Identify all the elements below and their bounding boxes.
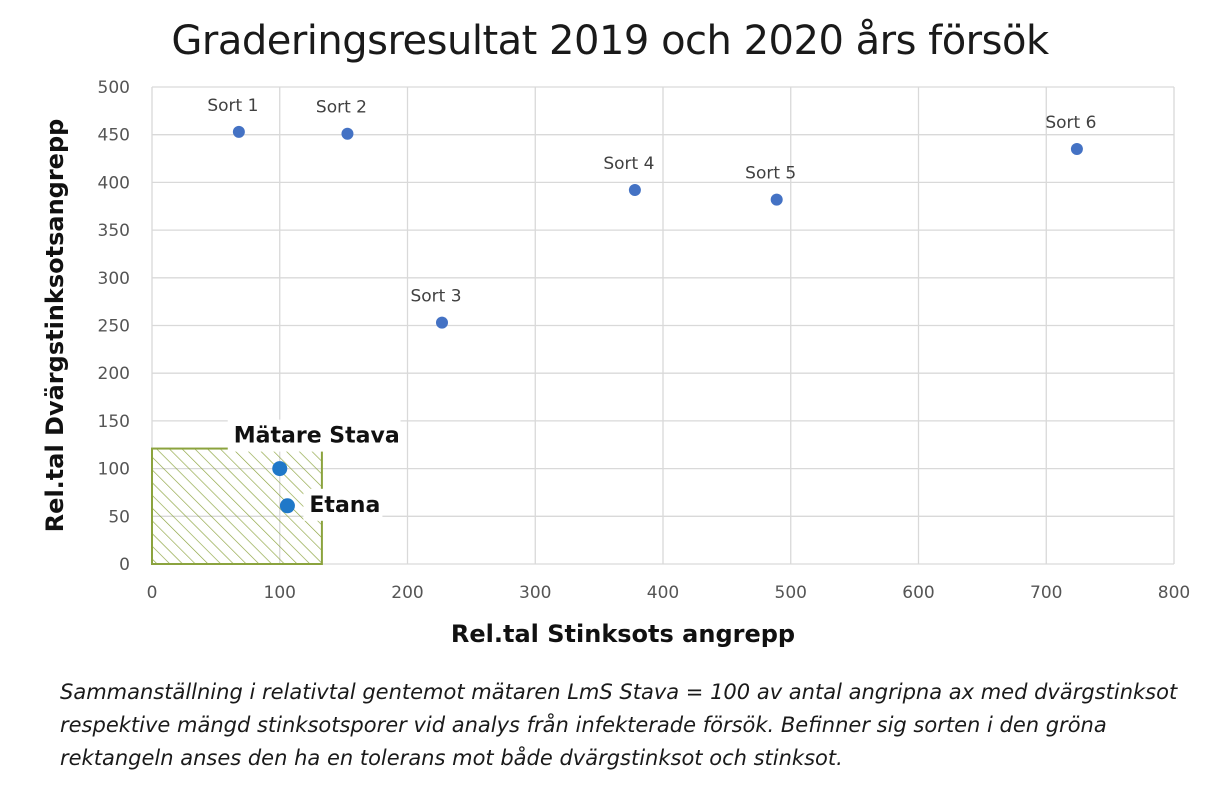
scatter-plot: 0 100 200 300 400 500 600 700 800 0 50 100 150 200 250… bbox=[41, 78, 1191, 648]
data-point bbox=[232, 125, 245, 138]
point-label: Sort 4 bbox=[603, 154, 654, 174]
point-label: Etana bbox=[309, 493, 380, 518]
x-tick-label: 300 bbox=[519, 583, 551, 603]
label-backdrop bbox=[303, 488, 383, 521]
data-points: Sort 1 Sort 2 Sort 3 Sort 4 Sort 5 Sort 6 Mäta… bbox=[207, 96, 1096, 521]
data-point bbox=[279, 498, 295, 514]
data-point bbox=[435, 316, 448, 329]
y-tick-label: 100 bbox=[98, 460, 130, 480]
y-tick-label: 150 bbox=[98, 412, 130, 432]
point-label: Sort 1 bbox=[207, 96, 258, 116]
y-tick-label: 450 bbox=[98, 126, 130, 146]
data-point bbox=[628, 184, 641, 197]
y-tick-label: 50 bbox=[108, 507, 130, 527]
x-tick-label: 100 bbox=[264, 583, 296, 603]
y-tick-label: 350 bbox=[98, 221, 130, 241]
y-tick-label: 250 bbox=[98, 317, 130, 337]
label-backdrop bbox=[227, 419, 401, 452]
grid-lines bbox=[151, 86, 1175, 565]
point-label: Sort 2 bbox=[316, 98, 367, 118]
tolerance-region bbox=[151, 447, 323, 566]
x-tick-label: 500 bbox=[775, 583, 807, 603]
data-point bbox=[272, 461, 288, 477]
x-tick-label: 400 bbox=[647, 583, 679, 603]
axis-ticks: 0 100 200 300 400 500 600 700 800 0 50 100 150 200 250… bbox=[98, 78, 1191, 603]
data-point bbox=[770, 193, 783, 206]
y-tick-label: 500 bbox=[98, 78, 130, 98]
x-axis-title: Rel.tal Stinksots angrepp bbox=[451, 620, 795, 648]
x-tick-label: 800 bbox=[1158, 583, 1190, 603]
x-tick-label: 700 bbox=[1030, 583, 1062, 603]
y-tick-label: 0 bbox=[119, 555, 130, 575]
x-tick-label: 600 bbox=[902, 583, 934, 603]
y-tick-label: 200 bbox=[98, 364, 130, 384]
point-label: Sort 3 bbox=[410, 287, 461, 307]
y-tick-label: 400 bbox=[98, 173, 130, 193]
data-point bbox=[341, 127, 354, 140]
figure-caption: Sammanställning i relativtal gentemot mä… bbox=[60, 680, 1178, 770]
chart-title: Graderingsresultat 2019 och 2020 års för… bbox=[171, 18, 1049, 64]
point-label: Mätare Stava bbox=[234, 424, 400, 449]
point-label: Sort 5 bbox=[745, 164, 796, 184]
data-point bbox=[1070, 143, 1083, 156]
point-label: Sort 6 bbox=[1045, 113, 1096, 133]
y-axis-title: Rel.tal Dvärgstinksotsangrepp bbox=[41, 119, 69, 533]
y-tick-label: 300 bbox=[98, 269, 130, 289]
x-tick-label: 200 bbox=[391, 583, 423, 603]
x-tick-label: 0 bbox=[147, 583, 158, 603]
